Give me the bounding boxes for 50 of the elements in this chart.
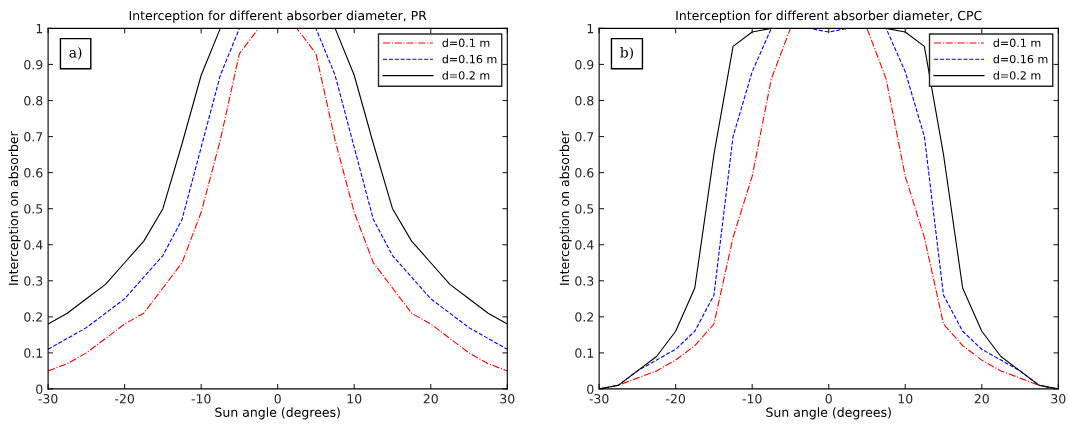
y-tick-label: 0.9 — [24, 59, 43, 70]
legend-label: d=0.16 m — [993, 54, 1048, 64]
y-tick-label: 0.6 — [24, 168, 43, 178]
y-tick-label: 0.3 — [575, 276, 594, 286]
x-tick-label: 10 — [347, 394, 362, 404]
annotation: a) — [69, 46, 82, 60]
x-tick-label: 30 — [1051, 394, 1066, 404]
y-tick-label: 0.6 — [575, 168, 594, 178]
annotation: b) — [620, 46, 633, 60]
y-tick-label: 0.2 — [575, 312, 594, 322]
y-tick-label: 1 — [36, 24, 43, 34]
x-tick-label: 30 — [500, 394, 515, 404]
x-tick-label: -30 — [38, 394, 58, 404]
x-tick-label: 20 — [423, 394, 438, 404]
x-tick-label: -10 — [191, 394, 211, 404]
x-tick-label: -10 — [742, 394, 762, 404]
y-tick-label: 0.4 — [24, 240, 43, 250]
legend-label: d=0.16 m — [442, 54, 497, 64]
legend-label: d=0.2 m — [993, 71, 1041, 80]
y-tick-label: 0.8 — [24, 95, 43, 106]
y-tick-label: 0.8 — [575, 95, 594, 106]
x-tick-label: -20 — [115, 394, 135, 404]
chart-title: Interception for different absorber diameter, PR — [129, 10, 427, 23]
legend-label: d=0.2 m — [442, 71, 490, 80]
y-tick-label: 0 — [587, 384, 594, 394]
x-tick-label: 0 — [274, 394, 281, 404]
y-tick-label: 0.3 — [24, 276, 43, 286]
chart-title: Interception for different absorber diameter, CPC — [676, 10, 982, 23]
y-axis-title: Interception on absorber — [8, 131, 21, 285]
x-tick-label: 0 — [825, 394, 832, 404]
y-tick-label: 0.7 — [24, 132, 43, 142]
legend-label: d=0.1 m — [993, 38, 1041, 48]
y-tick-label: 0 — [36, 384, 43, 394]
y-tick-label: 0.5 — [24, 204, 43, 214]
x-axis-title: Sun angle (degrees) — [766, 407, 891, 420]
y-tick-label: 0.1 — [575, 348, 594, 358]
y-tick-label: 0.5 — [575, 204, 594, 214]
x-tick-label: -30 — [589, 394, 609, 404]
y-tick-label: 0.1 — [24, 348, 43, 358]
x-tick-label: -20 — [666, 394, 686, 404]
y-tick-label: 0.7 — [575, 132, 594, 142]
y-tick-label: 0.2 — [24, 312, 42, 322]
x-axis-title: Sun angle (degrees) — [215, 407, 340, 420]
y-axis-title: Interception on absorber — [559, 131, 572, 285]
y-tick-label: 1 — [587, 24, 594, 34]
y-tick-label: 0.4 — [575, 240, 594, 250]
y-tick-label: 0.9 — [575, 59, 594, 70]
legend-label: d=0.1 m — [442, 38, 490, 48]
x-tick-label: 10 — [898, 394, 913, 404]
x-tick-label: 20 — [974, 394, 989, 404]
